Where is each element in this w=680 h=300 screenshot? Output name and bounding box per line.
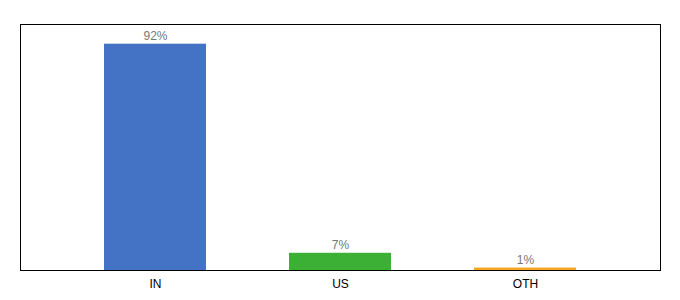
svg-text:1%: 1% (517, 253, 535, 267)
svg-text:92%: 92% (143, 29, 167, 43)
svg-text:US: US (332, 277, 349, 291)
svg-text:OTH: OTH (513, 277, 538, 291)
svg-text:7%: 7% (332, 238, 350, 252)
svg-text:IN: IN (150, 277, 162, 291)
